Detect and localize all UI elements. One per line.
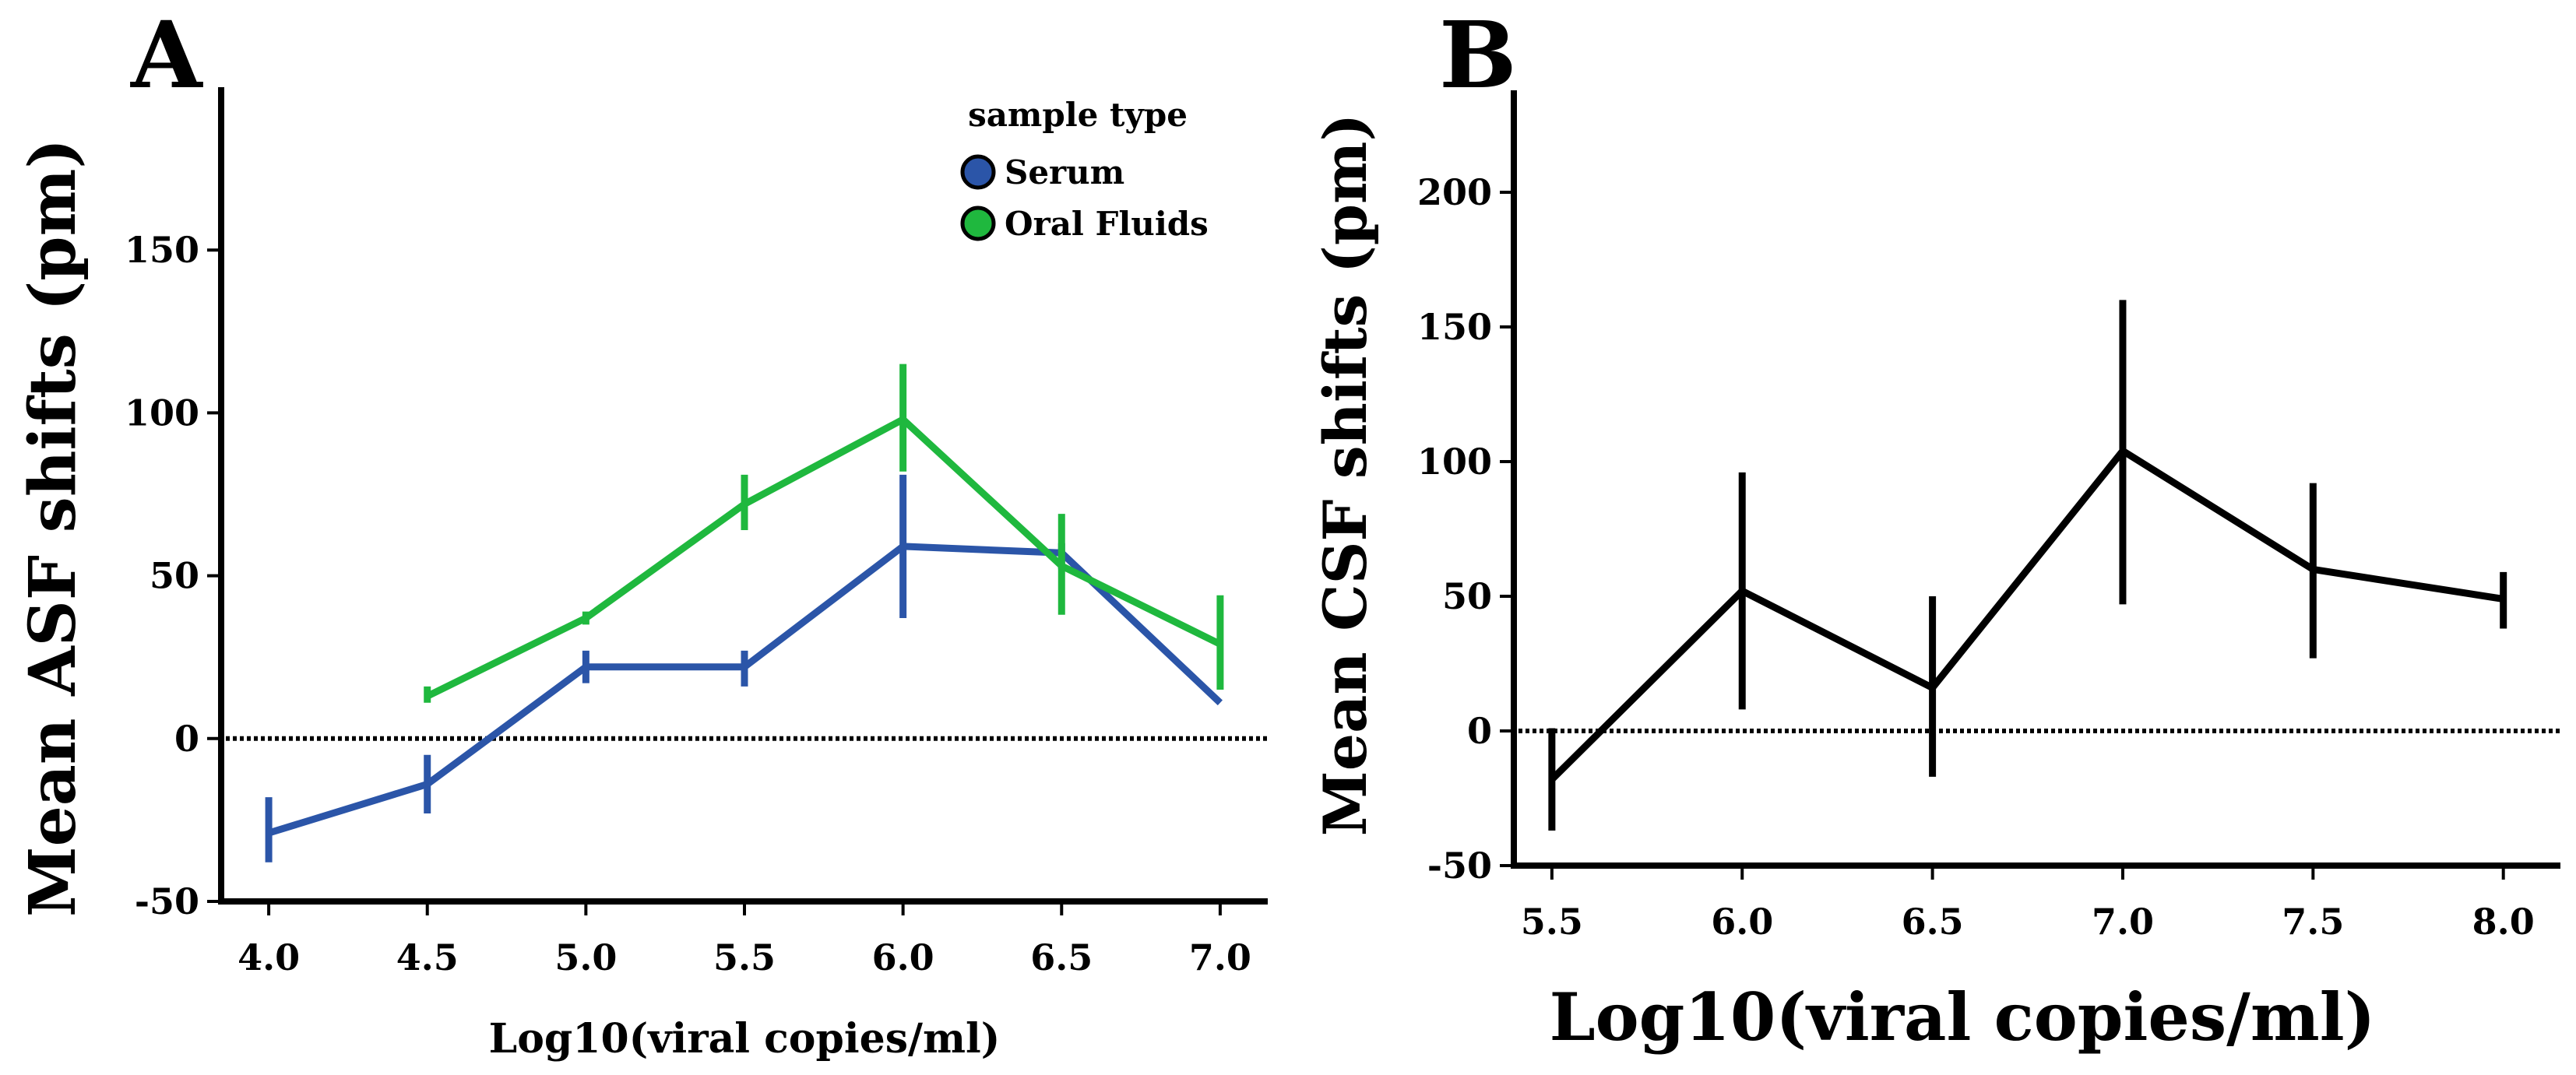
a-x-tick-label: 6.5 (1030, 936, 1093, 978)
a-x-tick-label: 4.5 (396, 936, 459, 978)
a-y-tick-label: 0 (174, 718, 199, 760)
a-x-tick-label: 7.0 (1189, 936, 1251, 978)
a-y-tick-label: -50 (135, 880, 199, 922)
legend-title: sample type (968, 96, 1188, 134)
b-series-line-csf (1549, 447, 2504, 782)
a-y-tick-label: 100 (125, 392, 199, 434)
b-y-tick-label: 50 (1442, 575, 1492, 617)
b-x-tick-label: 5.5 (1521, 901, 1583, 943)
panel-b-letter: B (1439, 1, 1517, 109)
legend-oral-fluids-marker (960, 206, 996, 241)
b-x-tick-label: 7.5 (2282, 901, 2344, 943)
b-x-tick-label: 8.0 (2472, 901, 2535, 943)
b-x-tick-label: 6.0 (1711, 901, 1773, 943)
panel-b-x-axis-title: Log10(viral copies/ml) (1550, 978, 2376, 1056)
panel-a-letter: A (130, 1, 203, 109)
panel-a-x-axis-title: Log10(viral copies/ml) (489, 1015, 1001, 1063)
b-y-tick-label: 100 (1417, 441, 1492, 483)
b-y-tick-label: 0 (1467, 710, 1492, 752)
panel-a: A -50 0 50 100 150 4.0 4.5 5.0 5.5 6.0 6.5 7.0 Log1… (16, 1, 1268, 1063)
a-x-tick-label: 5.0 (554, 936, 617, 978)
b-x-tick-label: 6.5 (1902, 901, 1964, 943)
panel-b: B -50 0 50 100 150 200 5.5 6.0 6.5 7.0 7.5 8.0 Log1… (1311, 1, 2560, 1056)
a-x-tick-label: 6.0 (872, 936, 934, 978)
panel-b-axes: -50 0 50 100 150 200 5.5 6.0 6.5 7.0 7.5 8.0 (1417, 90, 2560, 943)
a-x-tick-label: 5.5 (713, 936, 776, 978)
b-x-tick-label: 7.0 (2092, 901, 2154, 943)
legend-serum-label: Serum (1005, 153, 1124, 191)
legend-oral-fluids-label: Oral Fluids (1005, 205, 1209, 243)
panel-b-series (1548, 300, 2507, 831)
panel-a-y-axis-title: Mean ASF shifts (pm) (16, 139, 90, 917)
panel-a-legend: sample type Serum Oral Fluids (960, 96, 1209, 243)
a-series-line-serum (267, 543, 1223, 837)
b-y-tick-label: 200 (1417, 171, 1492, 213)
panel-a-series (265, 364, 1224, 862)
panel-b-y-axis-title: Mean CSF shifts (pm) (1311, 114, 1380, 837)
a-y-tick-label: 150 (125, 229, 199, 271)
a-y-tick-label: 50 (150, 555, 199, 597)
panel-a-axes: -50 0 50 100 150 4.0 4.5 5.0 5.5 6.0 6.5 7.0 (125, 87, 1268, 978)
legend-serum-marker (960, 154, 996, 190)
a-x-tick-label: 4.0 (238, 936, 300, 978)
b-y-tick-label: -50 (1427, 845, 1492, 887)
b-y-tick-label: 150 (1417, 306, 1492, 348)
a-series-line-oral-fluids (425, 416, 1222, 700)
